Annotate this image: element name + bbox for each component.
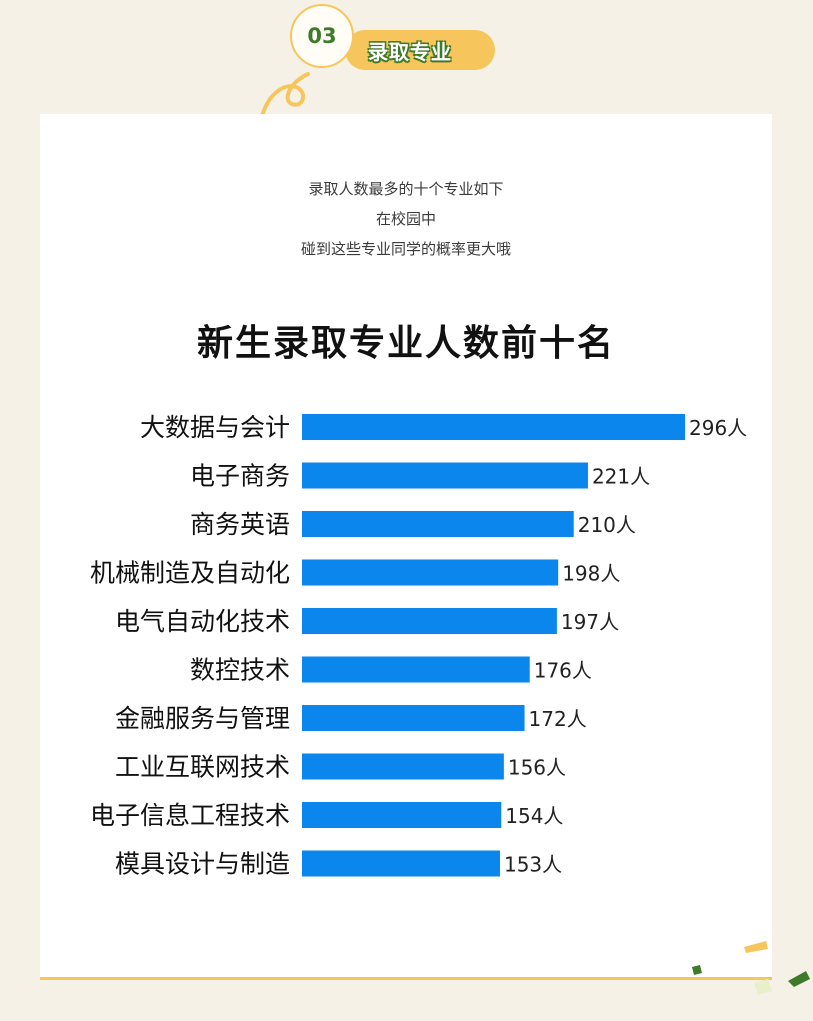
section-number-circle: 03	[290, 4, 354, 68]
bar	[302, 462, 588, 489]
category-label: 商务英语	[190, 510, 290, 539]
bar	[302, 414, 685, 440]
swirl-decoration-icon	[260, 72, 310, 118]
value-label: 153人	[504, 853, 562, 877]
value-label: 197人	[561, 610, 619, 634]
category-label: 大数据与会计	[140, 413, 290, 442]
value-label: 198人	[562, 562, 620, 586]
value-label: 176人	[534, 659, 592, 683]
category-label: 数控技术	[190, 656, 290, 685]
bar	[302, 850, 500, 877]
value-label: 172人	[529, 707, 587, 731]
category-label: 电子商务	[190, 462, 290, 491]
section-title: 录取专业	[368, 40, 452, 64]
category-label: 电气自动化技术	[115, 607, 290, 636]
intro-text: 录取人数最多的十个专业如下 在校园中 碰到这些专业同学的概率更大哦	[40, 174, 772, 264]
category-label: 金融服务与管理	[115, 704, 290, 733]
bar	[302, 705, 525, 731]
category-label: 模具设计与制造	[115, 850, 290, 879]
badge-pill	[345, 30, 495, 70]
value-label: 221人	[592, 465, 650, 489]
bar	[302, 608, 557, 634]
value-label: 156人	[508, 756, 566, 780]
value-label: 154人	[505, 804, 563, 828]
intro-line-2: 在校园中	[375, 210, 436, 228]
category-label: 电子信息工程技术	[90, 801, 290, 830]
value-label: 210人	[578, 513, 636, 537]
confetti-decoration-icon	[692, 941, 810, 995]
intro-line-1: 录取人数最多的十个专业如下	[308, 180, 504, 198]
bar	[302, 511, 574, 537]
category-label: 机械制造及自动化	[90, 559, 290, 588]
bar	[302, 559, 559, 586]
intro-line-3: 碰到这些专业同学的概率更大哦	[300, 240, 511, 258]
bar	[302, 753, 504, 780]
bar	[302, 656, 530, 683]
section-badge: 录取专业 03	[250, 0, 510, 120]
section-number: 03	[307, 24, 337, 48]
chart-title: 新生录取专业人数前十名	[196, 323, 615, 364]
bar	[302, 802, 502, 828]
content-card: 录取人数最多的十个专业如下 在校园中 碰到这些专业同学的概率更大哦 新生录取专业…	[40, 114, 772, 980]
category-label: 工业互联网技术	[115, 753, 290, 782]
value-label: 296人	[689, 416, 747, 440]
